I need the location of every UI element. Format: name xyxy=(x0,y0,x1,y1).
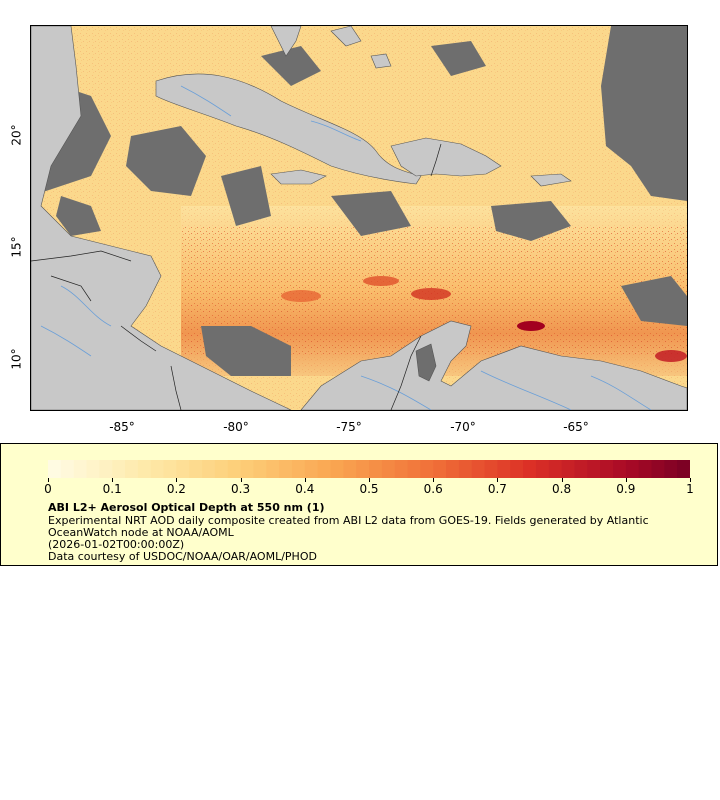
colorbar-step xyxy=(484,460,498,478)
colorbar-step xyxy=(497,460,511,478)
colorbar-step xyxy=(446,460,460,478)
colorbar-step xyxy=(548,460,563,478)
nodata-regions xyxy=(31,26,687,376)
colorbar-step xyxy=(420,460,434,478)
colorbar-step xyxy=(535,460,550,478)
colorbar-step xyxy=(227,460,242,478)
lon-label-85: -85° xyxy=(109,420,135,434)
colorbar-step xyxy=(189,460,203,478)
colorbar-step xyxy=(587,460,601,478)
colorbar-step xyxy=(356,460,370,478)
colorbar-step xyxy=(176,460,190,478)
colorbar-tick-label: 0.6 xyxy=(423,482,443,496)
colorbar-step xyxy=(214,460,229,478)
colorbar-step xyxy=(523,460,537,478)
lat-label-20: 20° xyxy=(9,124,24,146)
colorbar-step xyxy=(561,460,576,478)
colorbar-step xyxy=(343,460,357,478)
colorbar-tick-mark xyxy=(433,478,435,482)
colorbar-step xyxy=(112,460,126,478)
lon-label-80: -80° xyxy=(223,420,249,434)
colorbar-tick-label: 0.8 xyxy=(552,482,572,496)
colorbar-tick-label: 0.9 xyxy=(616,482,636,496)
rivers xyxy=(40,85,652,410)
colorbar-tick-label: 1 xyxy=(686,482,694,496)
colorbar-tick-label: 0.1 xyxy=(102,482,122,496)
colorbar-tick-mark xyxy=(176,478,178,482)
colorbar-step xyxy=(163,460,177,478)
colorbar-step xyxy=(458,460,473,478)
colorbar-step xyxy=(394,460,409,478)
colorbar-step xyxy=(651,460,665,478)
colorbar-step xyxy=(266,460,280,478)
aod-map xyxy=(30,25,688,411)
legend-title: ABI L2+ Aerosol Optical Depth at 550 nm … xyxy=(48,501,325,514)
colorbar-step xyxy=(60,460,75,478)
colorbar-step xyxy=(304,460,319,478)
colorbar-step xyxy=(600,460,614,478)
map-canvas xyxy=(31,26,687,410)
legend-panel: 0 0.1 0.2 0.3 0.4 0.5 0.6 0.7 0.8 0.9 1 ABI L2+ Ae… xyxy=(0,443,718,566)
colorbar-tick-label: 0.7 xyxy=(487,482,507,496)
colorbar-step xyxy=(330,460,344,478)
lon-label-65: -65° xyxy=(563,420,589,434)
colorbar-step xyxy=(317,460,332,478)
borders xyxy=(31,143,442,410)
colorbar-step xyxy=(291,460,306,478)
colorbar-tick-mark xyxy=(369,478,370,482)
colorbar-step xyxy=(202,460,216,478)
colorbar-step xyxy=(279,460,293,478)
colorbar-tick-mark xyxy=(625,478,627,482)
colorbar-step xyxy=(369,460,383,478)
colorbar-step xyxy=(471,460,486,478)
legend-description-cont: OceanWatch node at NOAA/AOML xyxy=(48,526,234,539)
colorbar-tick-label: 0.5 xyxy=(359,482,379,496)
colorbar-step xyxy=(99,460,113,478)
colorbar-step xyxy=(574,460,588,478)
legend-credit: Data courtesy of USDOC/NOAA/OAR/AOML/PHO… xyxy=(48,550,317,563)
colorbar-tick-mark xyxy=(240,478,242,482)
lon-label-70: -70° xyxy=(450,420,476,434)
colorbar-tick-mark xyxy=(561,478,563,482)
colorbar-step xyxy=(381,460,396,478)
colorbar-step xyxy=(73,460,88,478)
colorbar-tick-label: 0 xyxy=(44,482,52,496)
legend-description: Experimental NRT AOD daily composite cre… xyxy=(48,514,649,527)
colorbar-step xyxy=(86,460,100,478)
lat-label-10: 10° xyxy=(9,348,24,370)
colorbar-step xyxy=(433,460,447,478)
colorbar-tick-label: 0.3 xyxy=(231,482,251,496)
colorbar-step xyxy=(625,460,640,478)
colorbar-step xyxy=(253,460,267,478)
colorbar-step xyxy=(664,460,678,478)
colorbar-step xyxy=(125,460,139,478)
colorbar-tick-label: 0.4 xyxy=(295,482,315,496)
colorbar-tick-mark xyxy=(112,478,114,482)
lat-label-15: 15° xyxy=(9,236,24,258)
colorbar-step xyxy=(612,460,627,478)
landmasses xyxy=(31,26,687,410)
colorbar-step xyxy=(677,460,690,478)
colorbar-step xyxy=(150,460,165,478)
colorbar-step xyxy=(638,460,653,478)
colorbar xyxy=(48,460,690,478)
colorbar-step xyxy=(510,460,524,478)
colorbar-tick-mark xyxy=(690,478,691,482)
legend-date: (2026-01-02T00:00:00Z) xyxy=(48,538,185,551)
colorbar-tick-mark xyxy=(48,478,49,482)
colorbar-step xyxy=(137,460,152,478)
colorbar-tick-label: 0.2 xyxy=(166,482,186,496)
colorbar-step xyxy=(407,460,421,478)
colorbar-step xyxy=(240,460,255,478)
colorbar-tick-mark xyxy=(497,478,499,482)
colorbar-step xyxy=(48,460,62,478)
lon-label-75: -75° xyxy=(336,420,362,434)
colorbar-tick-mark xyxy=(304,478,306,482)
